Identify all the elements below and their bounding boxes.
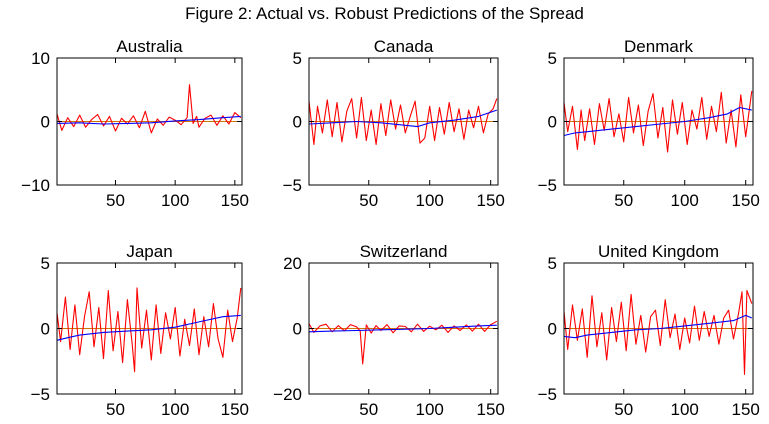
- actual-series-line: [563, 289, 753, 375]
- y-tick-label: 5: [293, 49, 302, 68]
- y-tick-label: −5: [538, 176, 557, 195]
- panel-title: Switzerland: [360, 242, 448, 261]
- x-tick-label: 100: [671, 400, 699, 419]
- x-tick-label: 150: [221, 400, 249, 419]
- x-tick-label: 150: [476, 400, 504, 419]
- x-tick-label: 50: [614, 400, 633, 419]
- y-tick-label: 10: [31, 49, 50, 68]
- y-tick-label: 5: [548, 254, 557, 273]
- x-tick-label: 50: [359, 191, 378, 210]
- actual-series-line: [56, 84, 242, 134]
- panel-title: Australia: [116, 37, 183, 56]
- actual-series-line: [56, 287, 242, 373]
- y-tick-label: 5: [41, 254, 50, 273]
- predicted-series-line: [56, 115, 241, 125]
- x-tick-label: 50: [106, 400, 125, 419]
- x-tick-label: 100: [416, 400, 444, 419]
- predicted-series-line: [308, 109, 497, 128]
- panel-title: United Kingdom: [598, 242, 719, 261]
- chart-panel-6: −5 0 5 50 100 150 United Kingdom: [538, 242, 760, 419]
- x-tick-label: 150: [731, 191, 759, 210]
- y-tick-label: −5: [283, 176, 302, 195]
- panel-title: Canada: [374, 37, 434, 56]
- y-tick-label: 20: [283, 254, 302, 273]
- chart-panel-1: −10 0 10 50 100 150 Australia: [21, 37, 249, 210]
- figure-title: Figure 2: Actual vs. Robust Predictions …: [185, 4, 584, 23]
- x-tick-label: 50: [614, 191, 633, 210]
- x-tick-label: 150: [221, 191, 249, 210]
- x-tick-label: 100: [161, 191, 189, 210]
- y-tick-label: 0: [41, 320, 50, 339]
- y-tick-label: 0: [293, 113, 302, 132]
- y-tick-label: 0: [293, 320, 302, 339]
- y-tick-label: −5: [538, 385, 557, 404]
- y-tick-label: −20: [273, 385, 302, 404]
- x-tick-label: 50: [106, 191, 125, 210]
- x-tick-label: 100: [161, 400, 189, 419]
- panel-title: Japan: [126, 242, 172, 261]
- y-tick-label: 0: [548, 320, 557, 339]
- x-tick-label: 100: [671, 191, 699, 210]
- predicted-series-line: [308, 324, 497, 333]
- x-tick-label: 50: [359, 400, 378, 419]
- chart-panel-5: −20 0 20 50 100 150 Switzerland: [273, 242, 505, 419]
- chart-panel-2: −5 0 5 50 100 150 Canada: [283, 37, 505, 210]
- x-tick-label: 150: [476, 191, 504, 210]
- chart-panel-3: −5 0 5 50 100 150 Denmark: [538, 37, 760, 210]
- y-tick-label: 5: [548, 49, 557, 68]
- predicted-series-line: [563, 106, 752, 137]
- chart-panel-4: −5 0 5 50 100 150 Japan: [31, 242, 249, 419]
- y-tick-label: 0: [548, 113, 557, 132]
- panel-title: Denmark: [624, 37, 693, 56]
- predicted-series-line: [56, 314, 241, 341]
- predicted-series-line: [563, 314, 753, 339]
- actual-series-line: [308, 320, 498, 365]
- x-tick-label: 150: [731, 400, 759, 419]
- y-tick-label: −5: [31, 385, 50, 404]
- actual-series-line: [563, 90, 753, 153]
- actual-series-line: [308, 96, 498, 145]
- y-tick-label: −10: [21, 176, 50, 195]
- y-tick-label: 0: [41, 113, 50, 132]
- x-tick-label: 100: [416, 191, 444, 210]
